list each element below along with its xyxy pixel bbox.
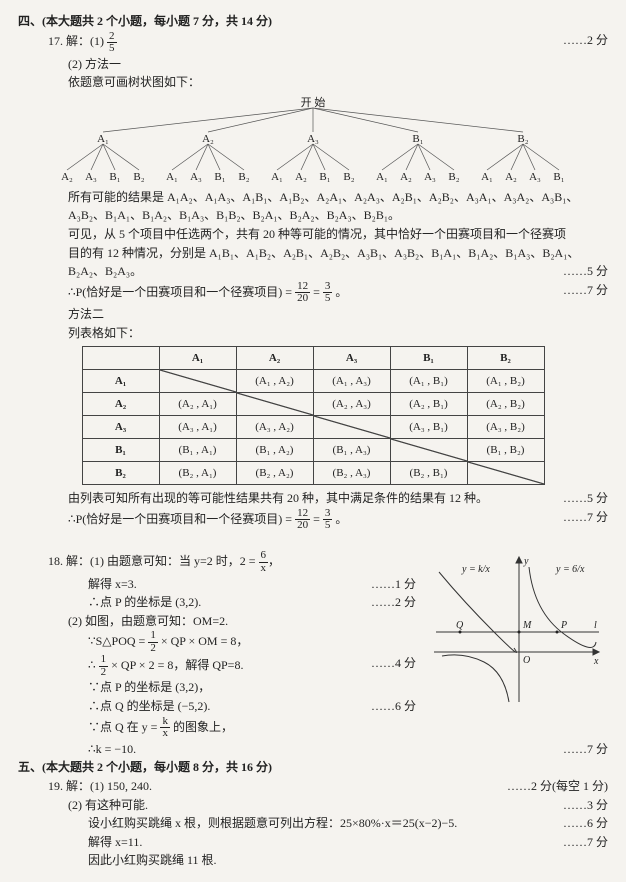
- svg-text:A₂: A₂: [400, 171, 412, 183]
- svg-text:B₂: B₂: [133, 171, 144, 183]
- q17-prob-frac2: 35: [323, 281, 333, 305]
- q18-Qon: ∵点 Q 在 y =: [88, 719, 160, 733]
- q17-pts3: 7 分: [563, 281, 608, 300]
- svg-text:P: P: [560, 620, 567, 631]
- svg-text:B₁: B₁: [553, 171, 564, 183]
- q18-Qon2: 的图象上，: [173, 719, 233, 733]
- q17-prob2-dot: 。: [335, 512, 347, 526]
- q17-num: 17. 解：(1): [48, 34, 104, 48]
- svg-text:B₂: B₂: [238, 171, 249, 183]
- q18-pts2: 2 分: [371, 593, 416, 612]
- svg-text:A₁: A₁: [97, 133, 109, 145]
- svg-text:Q: Q: [456, 620, 464, 631]
- q18-S2: × QP × OM = 8，: [161, 634, 249, 648]
- q18-kfrac: kx: [160, 716, 170, 740]
- q17-method1-sub: 依题意可画树状图如下：: [68, 73, 608, 92]
- q17-results-1: 所有可能的结果是 A₁A₂、A₁A₃、A₁B₁、A₁B₂、A₂A₁、A₂A₃、A…: [68, 188, 608, 207]
- q17-prob-label: ∴P(恰好是一个田赛项目和一个径赛项目) =: [68, 285, 295, 299]
- svg-text:A₃: A₃: [307, 133, 319, 145]
- svg-text:B₂: B₂: [343, 171, 354, 183]
- q18-graph: y x O M P Q l y = k/x y = 6/x: [424, 552, 604, 712]
- q17-method1-title: (2) 方法一: [68, 55, 608, 74]
- q17-frac1: 25: [107, 31, 117, 55]
- q17-pts5: 7 分: [563, 508, 608, 527]
- q17-method2-title: 方法二: [68, 305, 608, 324]
- section-a-title: 四、(本大题共 2 个小题，每小题 7 分，共 14 分): [18, 12, 608, 31]
- q17-results-2: A₃B₂、B₁A₁、B₁A₂、B₁A₃、B₁B₂、B₂A₁、B₂A₂、B₂A₃、…: [68, 206, 608, 225]
- q17-prob-dot: 。: [335, 285, 347, 299]
- outcome-table: A₁A₂A₃B₁B₂ A₁(A₁ , A₂)(A₁ , A₃)(A₁ , B₁)…: [82, 346, 545, 485]
- tree-diagram: 开 始 A₁ A₂ A₃ B₁ B₂ A₂ A₃ B₁ B₂ A₁ A₃ B₁ B₂ A₁ A₂ B₁ B₂ A…: [43, 94, 583, 184]
- svg-text:B₁: B₁: [214, 171, 225, 183]
- q18-k: ∴k = −10.: [88, 742, 136, 756]
- svg-text:x: x: [593, 656, 599, 667]
- q17-prob2-label: ∴P(恰好是一个田赛项目和一个径赛项目) =: [68, 512, 295, 526]
- q18-S: ∵S△POQ =: [88, 634, 148, 648]
- q19-l5: 因此小红购买跳绳 11 根.: [88, 851, 608, 870]
- svg-text:l: l: [594, 620, 597, 631]
- svg-text:B₂: B₂: [517, 133, 528, 145]
- svg-text:A₃: A₃: [85, 171, 97, 183]
- svg-text:M: M: [522, 620, 532, 631]
- section-b-title: 五、(本大题共 2 个小题，每小题 8 分，共 16 分): [18, 758, 608, 777]
- svg-text:y = 6/x: y = 6/x: [555, 564, 585, 575]
- q18-pts5: 7 分: [563, 740, 608, 759]
- q19-l4: 解得 x=11.: [88, 835, 142, 849]
- q17-pts2: 5 分: [563, 262, 608, 281]
- svg-text:A₁: A₁: [166, 171, 178, 183]
- svg-text:A₃: A₃: [424, 171, 436, 183]
- q17-prob2-eq: =: [313, 512, 323, 526]
- svg-text:A₂: A₂: [295, 171, 307, 183]
- svg-text:A₂: A₂: [202, 133, 214, 145]
- tree-root: 开 始: [301, 95, 326, 109]
- svg-text:A₁: A₁: [271, 171, 283, 183]
- svg-text:A₃: A₃: [529, 171, 541, 183]
- svg-text:B₁: B₁: [109, 171, 120, 183]
- svg-text:y: y: [523, 556, 529, 567]
- q19-l2: (2) 有这种可能.: [68, 798, 148, 812]
- svg-text:A₃: A₃: [190, 171, 202, 183]
- q17-case-2: 目的有 12 种情况，分别是 A₁B₁、A₁B₂、A₂B₁、A₂B₂、A₃B₁、…: [68, 244, 608, 263]
- q18-half: 12: [148, 630, 158, 654]
- q19-pts2: 3 分: [563, 796, 608, 815]
- q17-method2-sub: 列表格如下：: [68, 324, 608, 343]
- svg-text:B₁: B₁: [319, 171, 330, 183]
- q18-half2a: ∴: [88, 658, 96, 672]
- q17-prob2-frac2: 35: [323, 508, 333, 532]
- q18-Q: ∴点 Q 的坐标是 (−5,2).: [88, 699, 210, 713]
- svg-text:y = k/x: y = k/x: [461, 564, 490, 575]
- q19-pts1: 2 分(每空 1 分): [507, 777, 608, 796]
- q17-pts4: 5 分: [563, 489, 608, 508]
- q19-line1: 19. 解：(1) 150, 240.: [48, 779, 152, 793]
- q18-pts4: 6 分: [371, 697, 416, 716]
- q17-prob2-frac1: 1220: [295, 508, 310, 532]
- q18-pts3: 4 分: [371, 654, 416, 673]
- q17-pts1: 2 分: [563, 31, 608, 50]
- svg-text:B₂: B₂: [448, 171, 459, 183]
- q19-l3: 设小红购买跳绳 x 根，则根据题意可列出方程：25×80%·x＝25(x−2)−…: [88, 816, 457, 830]
- q18-half2: 12: [99, 654, 109, 678]
- q17-table-after: 由列表可知所有出现的等可能性结果共有 20 种，其中满足条件的结果有 12 种。: [68, 491, 488, 505]
- q18-frac1: 6x: [259, 550, 269, 574]
- q19-pts3: 6 分: [563, 814, 608, 833]
- svg-text:O: O: [523, 655, 530, 666]
- q17-prob-frac1: 1220: [295, 281, 310, 305]
- q19-pts4: 7 分: [563, 833, 608, 852]
- q18-f1dot: ，: [268, 554, 280, 568]
- svg-text:A₁: A₁: [376, 171, 388, 183]
- q17-case-1: 可见，从 5 个项目中任选两个，共有 20 种等可能的情况，其中恰好一个田赛项目…: [68, 225, 608, 244]
- svg-text:B₁: B₁: [412, 133, 423, 145]
- q18-P: ∴点 P 的坐标是 (3,2).: [88, 595, 201, 609]
- q18-solve: 解得 x=3.: [88, 577, 137, 591]
- q18-line1: 18. 解：(1) 由题意可知：当 y=2 时，2 =: [48, 554, 259, 568]
- svg-text:A₁: A₁: [481, 171, 493, 183]
- svg-text:A₂: A₂: [61, 171, 73, 183]
- q18-pts1: 1 分: [371, 575, 416, 594]
- q17-prob-eq: =: [313, 285, 323, 299]
- q17-case-3: B₂A₂、B₂A₃。: [68, 264, 142, 278]
- svg-text:A₂: A₂: [505, 171, 517, 183]
- q18-half2b: × QP × 2 = 8，解得 QP=8.: [111, 658, 243, 672]
